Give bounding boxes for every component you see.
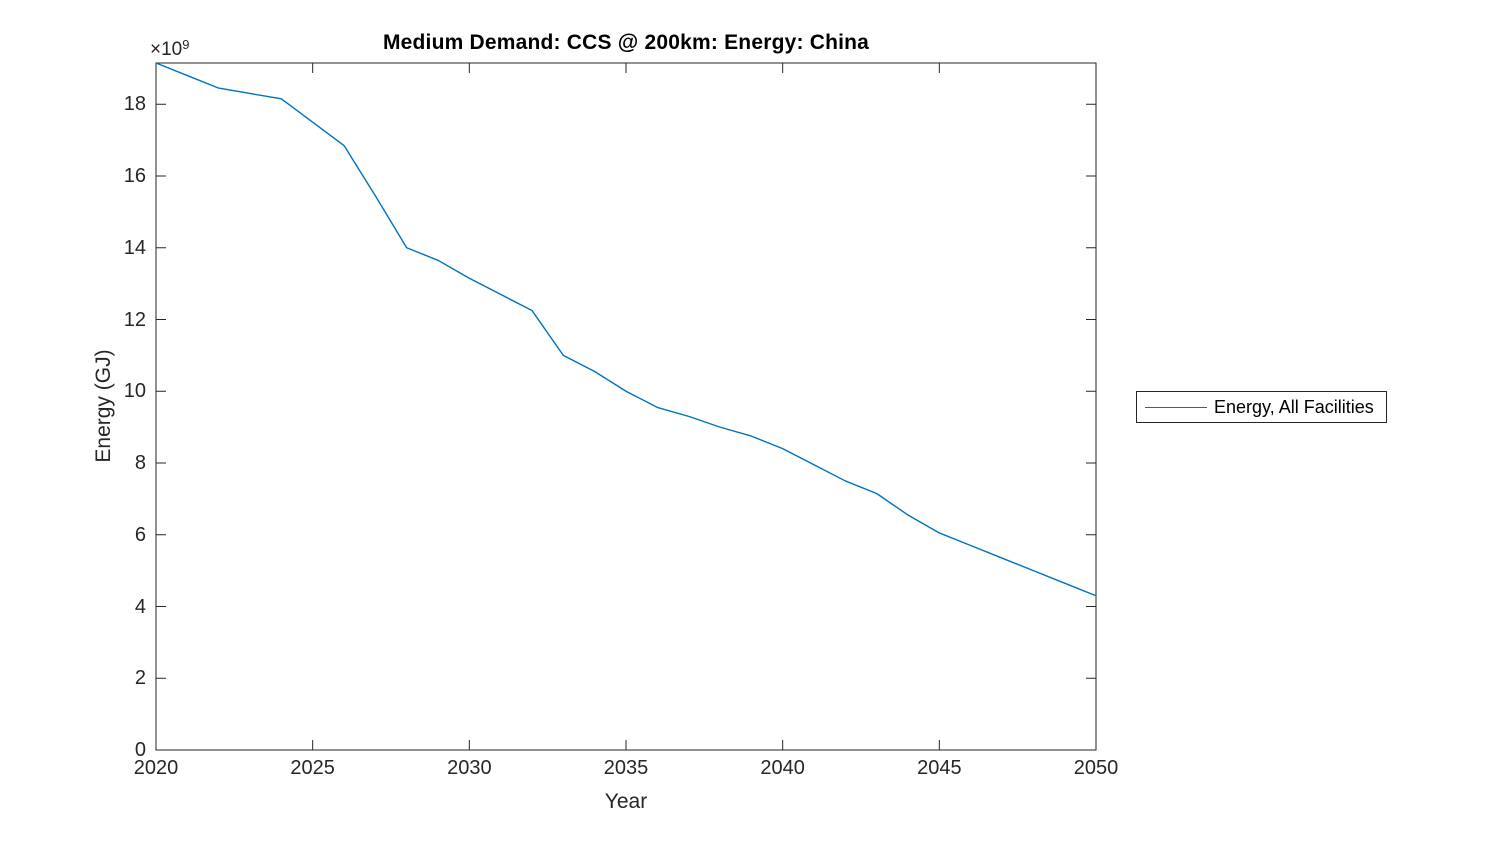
y-tick-label: 0 [134,739,146,761]
y-axis-multiplier-base: ×10 [150,39,183,60]
chart-title: Medium Demand: CCS @ 200km: Energy: Chin… [382,31,870,54]
y-tick-label: 6 [134,523,146,546]
legend-line-sample-icon [1145,406,1207,408]
y-tick-label: 8 [134,452,146,474]
y-tick-label: 12 [123,308,146,331]
x-tick-label: 2025 [290,757,335,779]
y-tick-label: 10 [123,380,146,403]
legend-entry-label: Energy, All Facilities [1214,396,1374,417]
plot-frame [155,62,1097,751]
y-tick-label: 18 [123,93,146,116]
y-tick-label: 4 [134,595,146,618]
x-axis-label: Year [604,790,648,813]
x-tick-label: 2045 [917,757,962,779]
x-tick-label: 2030 [447,757,492,779]
y-tick-label: 14 [123,236,146,259]
x-tick-label: 2020 [133,757,179,779]
y-axis-multiplier: ×109 [150,37,189,61]
y-axis-label: Energy (GJ) [92,349,115,463]
y-axis-multiplier-exponent: 9 [182,37,190,52]
x-tick-label: 2035 [603,757,649,779]
y-tick-label: 2 [134,667,146,690]
data-line [155,62,1097,597]
legend: Energy, All Facilities [1136,391,1387,423]
x-tick-label: 2040 [760,757,805,779]
y-tick-label: 16 [123,165,146,187]
x-tick-label: 2050 [1073,757,1119,779]
